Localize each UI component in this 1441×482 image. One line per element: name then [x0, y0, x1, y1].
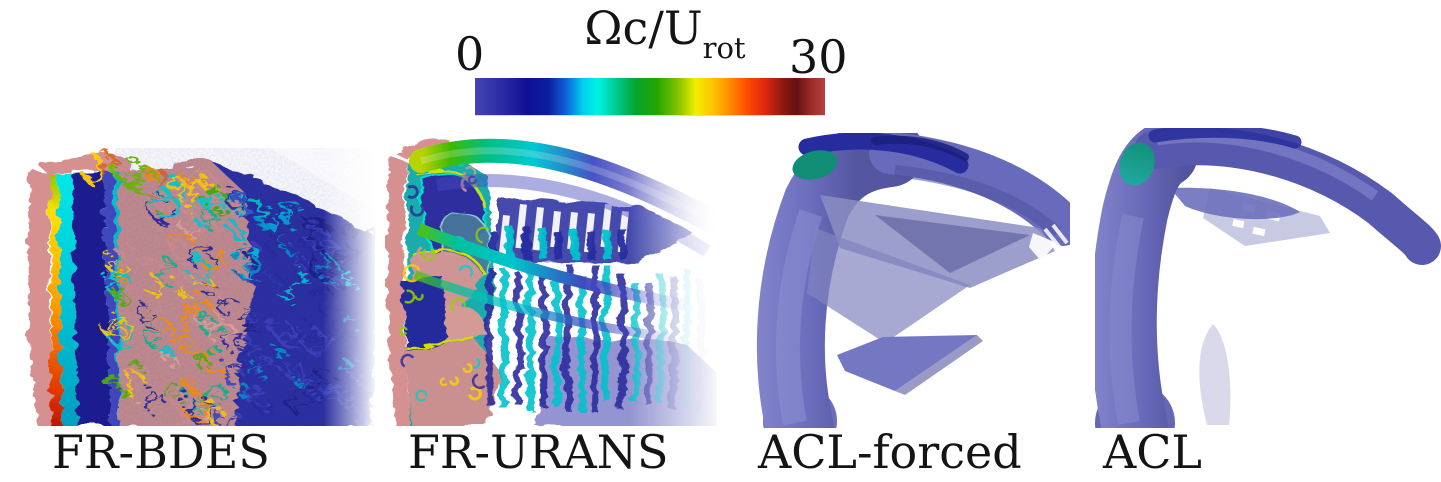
acl-ghost-lobe [1199, 324, 1231, 425]
acl-forced-fin-shade [895, 335, 983, 395]
acl-forced-teal-patch [792, 150, 838, 180]
acl-forced-tube-highlight [775, 209, 823, 426]
colorbar-title: Ωc/Urot [430, 1, 900, 64]
acl-tube-highlight [1109, 213, 1144, 425]
panel-label-acl-forced: ACL-forced [758, 425, 1022, 479]
panel-fr-bdes-rendering [25, 148, 375, 426]
fr-urans-right-fade [629, 133, 717, 426]
acl-forced-tube-shading [894, 165, 1062, 238]
panel-acl-rendering [1095, 128, 1441, 428]
fr-urans-tertiary-tube [413, 270, 670, 342]
acl-dark-blue-segment [1148, 128, 1302, 149]
acl-teal-patch [1119, 142, 1155, 186]
acl-forced-fin [837, 335, 977, 391]
panel-label-acl: ACL [1103, 425, 1202, 479]
acl-forced-sheet-fold [875, 215, 1030, 273]
colorbar-title-text: Ωc/U [584, 1, 703, 55]
acl-forced-dark-core [871, 135, 969, 161]
acl-forced-tip-streaks [1043, 223, 1069, 251]
colorbar-title-subscript: rot [702, 31, 746, 66]
acl-under-lobe [1170, 187, 1300, 220]
fr-bdes-right-fade [323, 148, 375, 426]
acl-forced-sheet-break [1029, 233, 1057, 261]
acl-forced-lower-sheet [807, 228, 970, 343]
acl-tip-vortex-tube [1134, 128, 1441, 265]
panel-label-fr-bdes: FR-BDES [52, 425, 270, 479]
panel-acl-forced-rendering [756, 133, 1070, 428]
colorbar-max-label: 30 [789, 30, 848, 84]
colorbar-min-label: 0 [455, 27, 485, 81]
panel-fr-urans-rendering [385, 133, 717, 426]
panel-label-fr-urans: FR-URANS [408, 425, 669, 479]
colorbar-gradient [475, 78, 825, 115]
